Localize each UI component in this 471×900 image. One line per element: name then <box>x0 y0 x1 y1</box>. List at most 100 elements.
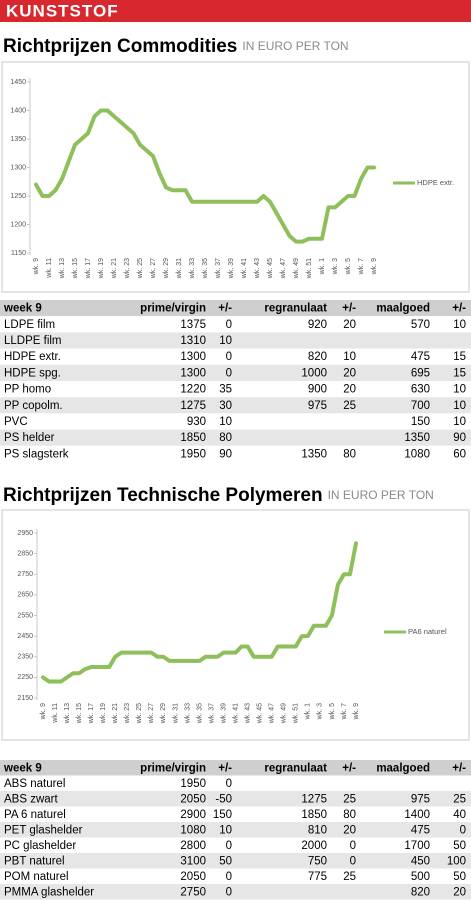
y-tick-label: 2750 <box>17 571 33 578</box>
table-cell: ABS naturel <box>4 778 65 790</box>
table-cell: 50 <box>453 871 466 883</box>
x-tick-label: wk. 47 <box>269 703 276 724</box>
table-row <box>0 791 471 807</box>
table-cell: PVC <box>4 416 28 428</box>
table-cell: 2900 <box>180 809 206 821</box>
x-tick-label: wk. 21 <box>112 703 119 724</box>
table-cell: 50 <box>453 840 466 852</box>
data-line <box>34 108 376 244</box>
table-row <box>0 429 471 446</box>
table-cell: 80 <box>219 432 232 444</box>
table-cell: PBT naturel <box>4 855 65 867</box>
table-cell: 630 <box>411 384 430 396</box>
table-cell: 10 <box>343 351 356 363</box>
x-tick-label: wk. 9 <box>40 703 47 720</box>
table-row <box>0 397 471 414</box>
x-tick-label: wk. 39 <box>220 703 227 724</box>
y-tick-label: 1250 <box>10 193 26 200</box>
table-cell: 2800 <box>180 840 206 852</box>
table-cell: PET glashelder <box>4 824 83 836</box>
table-cell: 25 <box>343 793 356 805</box>
table-cell: 10 <box>453 400 466 412</box>
table-cell: 1275 <box>301 793 327 805</box>
table-header-cell: +/- <box>218 762 232 774</box>
x-tick-label: wk. 29 <box>160 703 167 724</box>
table-cell: PMMA glashelder <box>4 886 94 898</box>
table-header-row <box>0 760 471 776</box>
section-title: Richtprijzen Commodities IN EURO PER TON <box>3 36 349 57</box>
table-cell: 920 <box>308 319 327 331</box>
x-tick-label: wk. 19 <box>100 703 107 724</box>
x-tick-label: wk. 33 <box>184 703 191 724</box>
table-cell: 700 <box>411 400 430 412</box>
table-cell: 1220 <box>180 384 206 396</box>
table-cell: 80 <box>343 809 356 821</box>
table-cell: 25 <box>453 793 466 805</box>
table-cell: 1350 <box>301 448 327 460</box>
x-tick-label: wk. 39 <box>228 258 235 279</box>
table-header-cell: +/- <box>452 303 466 315</box>
y-tick-label: 1150 <box>11 250 26 257</box>
table-cell: 810 <box>308 824 327 836</box>
table-cell: 35 <box>219 384 232 396</box>
title-text: Richtprijzen Commodities <box>3 36 237 57</box>
table-cell: 25 <box>343 871 356 883</box>
x-tick-label: wk. 33 <box>189 258 196 279</box>
x-tick-label: wk. 7 <box>358 258 365 275</box>
x-tick-label: wk. 35 <box>202 258 209 279</box>
table-header-cell: +/- <box>342 303 356 315</box>
table-cell: -50 <box>215 793 232 805</box>
table-row <box>0 884 471 900</box>
x-tick-label: wk. 11 <box>52 703 59 724</box>
y-tick-label: 1200 <box>10 221 26 228</box>
table-cell: 0 <box>460 824 466 836</box>
table-cell: HDPE spg. <box>4 367 61 379</box>
x-tick-label: wk. 43 <box>254 258 261 279</box>
table-cell: PS helder <box>4 432 55 444</box>
x-tick-label: wk. 11 <box>46 258 53 279</box>
x-tick-label: wk. 25 <box>136 703 143 724</box>
table-header-cell: +/- <box>342 762 356 774</box>
table-cell: 475 <box>411 824 430 836</box>
table-cell: 975 <box>308 400 327 412</box>
table-header-cell: maalgoed <box>376 303 430 315</box>
x-tick-label: wk. 17 <box>85 258 92 279</box>
x-tick-label: wk. 47 <box>280 258 287 279</box>
table-cell: 25 <box>343 400 356 412</box>
table-row <box>0 348 471 365</box>
x-tick-label: wk. 37 <box>208 703 215 724</box>
table-cell: 500 <box>411 871 430 883</box>
x-tick-label: wk. 3 <box>332 258 339 275</box>
table-cell: 1850 <box>180 432 206 444</box>
table-header-cell: prime/virgin <box>140 762 206 774</box>
subtitle-text: IN EURO PER TON <box>242 39 348 53</box>
y-tick-label: 1350 <box>10 136 26 143</box>
table-cell: 1300 <box>180 351 206 363</box>
table-cell: 475 <box>411 351 430 363</box>
table-cell: 1950 <box>180 778 206 790</box>
table-cell: HDPE extr. <box>4 351 61 363</box>
x-tick-label: wk. 9 <box>33 258 40 275</box>
x-tick-label: wk. 27 <box>148 703 155 724</box>
table-cell: 570 <box>411 319 430 331</box>
table-row <box>0 445 471 462</box>
x-tick-label: wk. 9 <box>353 703 360 720</box>
table-cell: 1080 <box>180 824 206 836</box>
y-tick-label: 1400 <box>10 107 26 114</box>
table-cell: 60 <box>453 448 466 460</box>
x-tick-label: wk. 41 <box>232 703 239 724</box>
table-cell: 40 <box>453 809 466 821</box>
table-row <box>0 316 471 333</box>
table-cell: 10 <box>453 319 466 331</box>
table-cell: 1300 <box>180 367 206 379</box>
y-tick-label: 2650 <box>17 592 33 599</box>
table-cell: PS slagsterk <box>4 448 69 460</box>
table-cell: 1000 <box>301 367 327 379</box>
table-row <box>0 853 471 869</box>
x-tick-label: wk. 3 <box>317 703 324 720</box>
x-tick-label: wk. 23 <box>124 258 131 279</box>
table-cell: 0 <box>226 367 232 379</box>
table-cell: 1310 <box>180 335 206 347</box>
x-tick-label: wk. 49 <box>293 258 300 279</box>
table-cell: 1350 <box>404 432 430 444</box>
